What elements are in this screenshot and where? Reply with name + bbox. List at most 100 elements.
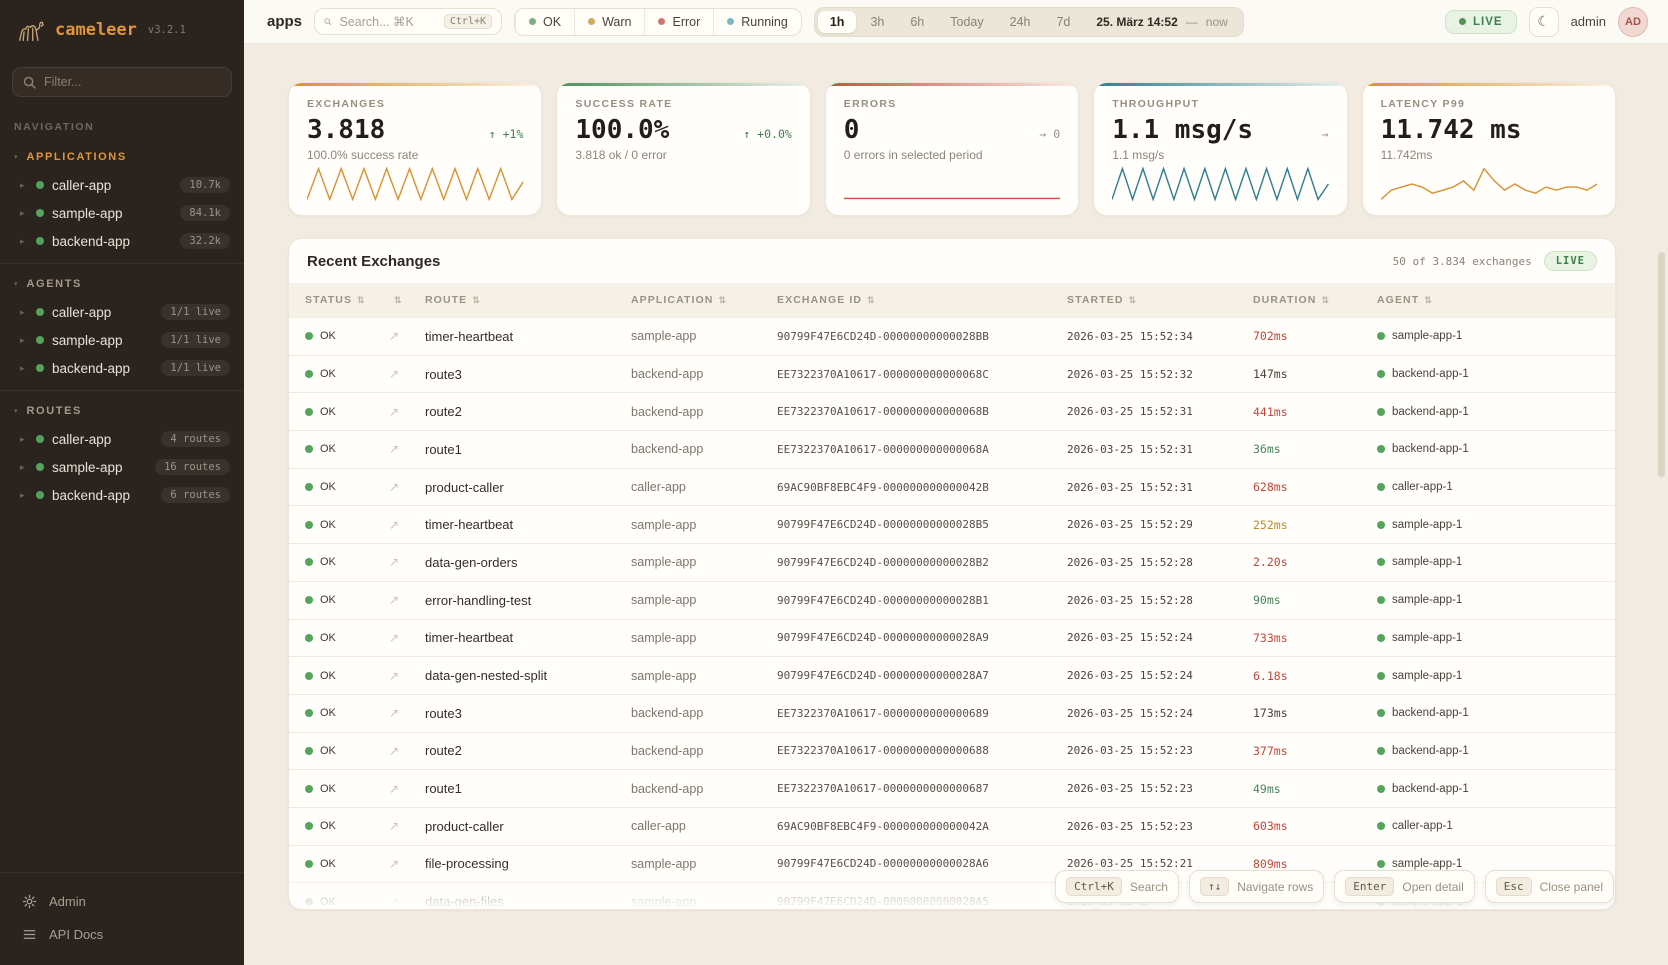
sidebar-item-badge: 1/1 live	[161, 360, 230, 376]
sidebar-item[interactable]: ▸ backend-app 32.2k	[0, 227, 244, 255]
sidebar-item-api-docs[interactable]: API Docs	[0, 918, 244, 951]
section-header[interactable]: ▾ ROUTES	[0, 397, 244, 425]
status-label: OK	[320, 556, 336, 569]
table-row[interactable]: OK ↗ timer-heartbeat sample-app 90799F47…	[289, 317, 1615, 355]
sidebar-filter[interactable]	[12, 67, 232, 97]
status-filter-chip[interactable]: Warn	[574, 8, 644, 35]
column-label: AGENT	[1377, 294, 1420, 306]
column-header[interactable]: APPLICATION ⇅	[631, 294, 777, 306]
stat-trend: ↑ +0.0%	[743, 127, 792, 141]
column-header[interactable]: EXCHANGE ID ⇅	[777, 294, 1067, 306]
sidebar-item[interactable]: ▸ caller-app 10.7k	[0, 171, 244, 199]
status-dot	[36, 308, 44, 316]
table-row[interactable]: OK ↗ timer-heartbeat sample-app 90799F47…	[289, 505, 1615, 543]
scrollbar[interactable]	[1658, 252, 1665, 477]
status-filter-chip[interactable]: Error	[644, 8, 713, 35]
date-range[interactable]: 25. März 14:52 — now	[1084, 15, 1239, 29]
status-dot	[36, 491, 44, 499]
table-live-badge[interactable]: LIVE	[1543, 251, 1597, 271]
table-row[interactable]: OK ↗ product-caller caller-app 69AC90BF8…	[289, 806, 1615, 845]
keyboard-hint: ↑↓ Navigate rows	[1188, 870, 1325, 903]
sidebar-item[interactable]: ▸ caller-app 1/1 live	[0, 298, 244, 326]
sidebar-item[interactable]: ▸ backend-app 1/1 live	[0, 354, 244, 382]
status-label: OK	[320, 857, 336, 870]
application-cell: sample-app	[631, 894, 697, 909]
table-row[interactable]: OK ↗ product-caller caller-app 69AC90BF8…	[289, 467, 1615, 506]
nav-sections: ▾ APPLICATIONS ▸ caller-app 10.7k	[0, 137, 244, 517]
recent-exchanges-panel: Recent Exchanges 50 of 3.834 exchanges L…	[288, 238, 1616, 910]
started-cell: 2026-03-25 15:52:29	[1067, 518, 1193, 532]
column-header[interactable]: DURATION ⇅	[1253, 294, 1377, 306]
table-row[interactable]: OK ↗ route3 backend-app EE7322370A10617-…	[289, 693, 1615, 732]
status-label: OK	[320, 631, 336, 644]
status-filter-chip[interactable]: OK	[515, 8, 574, 35]
stat-label: EXCHANGES	[307, 98, 386, 110]
status-filter-chip[interactable]: Running	[713, 8, 801, 35]
section-header[interactable]: ▾ APPLICATIONS	[0, 143, 244, 171]
time-range-segment[interactable]: 24h	[998, 11, 1043, 33]
sidebar-item[interactable]: ▸ sample-app 84.1k	[0, 199, 244, 227]
table-row[interactable]: OK ↗ route1 backend-app EE7322370A10617-…	[289, 430, 1615, 468]
time-range-segment[interactable]: 6h	[898, 11, 936, 33]
live-toggle[interactable]: LIVE	[1445, 9, 1517, 34]
list-icon	[23, 930, 36, 939]
sidebar-item[interactable]: ▸ backend-app 6 routes	[0, 481, 244, 509]
column-header[interactable]: ROUTE ⇅	[425, 294, 631, 306]
search-input[interactable]	[339, 14, 436, 29]
nav-section: ▾ AGENTS ▸ caller-app 1/1 live	[0, 263, 244, 390]
agent-label: caller-app-1	[1392, 820, 1453, 833]
time-range-segment[interactable]: 7d	[1044, 11, 1082, 33]
hint-label: Close panel	[1539, 879, 1603, 894]
theme-toggle[interactable]: ☾	[1528, 6, 1559, 37]
sidebar-item[interactable]: ▸ caller-app 4 routes	[0, 425, 244, 453]
status-dot	[36, 181, 44, 189]
time-range-segment[interactable]: Today	[938, 11, 995, 33]
status-dot	[305, 520, 313, 529]
table-row[interactable]: OK ↗ route1 backend-app EE7322370A10617-…	[289, 769, 1615, 807]
camel-icon	[19, 21, 44, 42]
agent-label: backend-app-1	[1392, 744, 1469, 757]
column-header[interactable]: AGENT ⇅	[1377, 294, 1599, 306]
exchange-id-cell: 90799F47E6CD24D-00000000000028A5	[777, 895, 989, 909]
agent-label: sample-app-1	[1392, 669, 1463, 682]
time-range-segment[interactable]: 3h	[858, 11, 896, 33]
sidebar-item-admin[interactable]: Admin	[0, 885, 244, 918]
status-dot	[36, 463, 44, 471]
route-cell: error-handling-test	[425, 592, 532, 608]
app-logo[interactable]: cameleer v3.2.1	[0, 0, 244, 57]
sidebar-item[interactable]: ▸ sample-app 16 routes	[0, 453, 244, 481]
agent-dot	[1377, 370, 1385, 379]
sidebar-footer: Admin API Docs	[0, 872, 244, 965]
duration-cell: 702ms	[1253, 329, 1288, 344]
status-label: OK	[320, 330, 336, 343]
agent-dot	[1377, 445, 1385, 454]
trend-arrow-icon: ↗	[389, 555, 400, 570]
agent-cell: sample-app-1	[1377, 632, 1599, 644]
avatar[interactable]: AD	[1618, 6, 1648, 37]
duration-cell: 441ms	[1253, 404, 1288, 419]
status-label: OK	[320, 744, 336, 757]
table-row[interactable]: OK ↗ data-gen-nested-split sample-app 90…	[289, 656, 1615, 694]
application-cell: caller-app	[631, 819, 686, 834]
hint-key: Ctrl+K	[1066, 877, 1122, 896]
time-range-segment[interactable]: 1h	[817, 10, 857, 33]
route-cell: route2	[425, 743, 462, 759]
trend-arrow-icon: ↗	[389, 856, 400, 871]
filter-input[interactable]	[44, 75, 221, 89]
stat-card: ERRORS 0 → 0 0 errors in selected period	[824, 82, 1080, 216]
table-row[interactable]: OK ↗ error-handling-test sample-app 9079…	[289, 580, 1615, 619]
duration-cell: 147ms	[1253, 367, 1288, 382]
stat-value: 3.818	[307, 115, 386, 145]
column-header[interactable]: STARTED ⇅	[1067, 294, 1253, 306]
global-search[interactable]: Ctrl+K	[314, 8, 503, 35]
stat-subtitle: 100.0% success rate	[307, 148, 419, 162]
table-row[interactable]: OK ↗ route2 backend-app EE7322370A10617-…	[289, 392, 1615, 430]
table-row[interactable]: OK ↗ route2 backend-app EE7322370A10617-…	[289, 731, 1615, 770]
table-row[interactable]: OK ↗ timer-heartbeat sample-app 90799F47…	[289, 618, 1615, 657]
table-row[interactable]: OK ↗ data-gen-orders sample-app 90799F47…	[289, 543, 1615, 581]
column-header[interactable]: STATUS ⇅	[305, 294, 389, 306]
section-header[interactable]: ▾ AGENTS	[0, 270, 244, 298]
sidebar-item[interactable]: ▸ sample-app 1/1 live	[0, 326, 244, 354]
column-header[interactable]: ⇅	[389, 295, 425, 306]
table-row[interactable]: OK ↗ route3 backend-app EE7322370A10617-…	[289, 354, 1615, 393]
